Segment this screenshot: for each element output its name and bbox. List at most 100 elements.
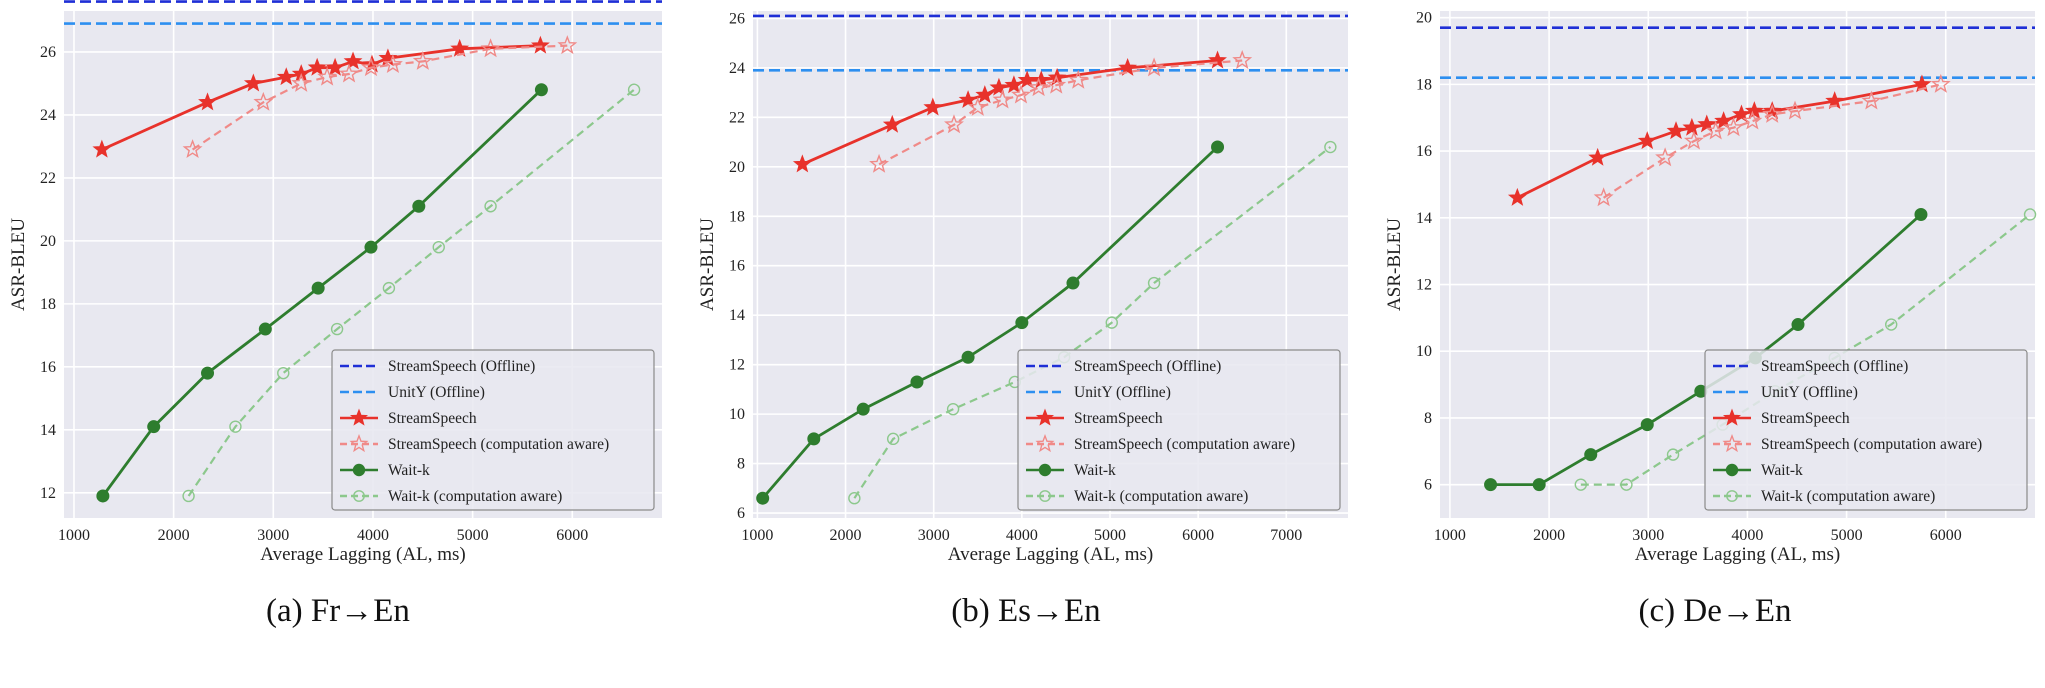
data-point [339,63,360,83]
data-point [886,432,900,446]
data-point [1208,50,1227,69]
legend-marker [1722,408,1742,426]
data-point [1930,73,1951,93]
legend-entry: Wait-k (computation aware) [1713,488,1935,505]
data-point [923,97,943,116]
legend-label: StreamSpeech (computation aware) [1761,436,1982,453]
data-point [182,489,195,503]
data-point [848,492,861,505]
legend-box [331,349,655,511]
legend-label: StreamSpeech (Offline) [1761,358,1908,375]
data-point [1144,57,1165,77]
legend-label: StreamSpeech (computation aware) [388,436,609,453]
data-point [1211,140,1225,154]
y-axis-label: ASR-BLEU [697,218,718,311]
y-tick-label: 26 [729,10,745,27]
data-point [756,491,770,505]
data-point [311,281,325,295]
series-4 [869,49,1253,173]
data-point [807,432,821,446]
y-tick-label: 10 [1416,343,1432,360]
x-axis-label: Average Lagging (AL, ms) [260,544,465,565]
data-point [1914,207,1928,221]
chart-panel-2: 1000 2000 3000 4000 5000 6000 7000 6 8 10 12 14 16 18… [697,10,1348,629]
legend-marker [349,408,369,426]
series-6 [848,140,1337,505]
data-point [276,67,296,86]
y-tick-label: 16 [40,359,56,376]
data-point [992,89,1013,109]
data-point [1732,104,1751,123]
data-point [1147,276,1161,290]
y-tick-label: 22 [729,109,745,126]
grid [64,11,662,518]
data-point [1655,147,1676,167]
legend-label: StreamSpeech (Offline) [388,358,535,375]
data-point [946,402,960,416]
data-point [1532,478,1546,492]
x-tick-label: 3000 [918,527,950,544]
y-tick-label: 14 [40,422,56,439]
data-point [317,66,338,86]
data-point [1723,117,1744,137]
y-tick-label: 20 [729,159,745,176]
x-tick-label: 2000 [830,527,862,544]
data-point [1028,77,1049,97]
data-point [1574,478,1588,491]
data-point [382,54,403,74]
legend-label: StreamSpeech [388,410,477,427]
y-tick-label: 16 [1416,143,1432,160]
x-tick-label: 6000 [1182,527,1214,544]
data-point [856,402,870,416]
data-point [432,240,445,254]
legend-entry: Wait-k [1713,462,1803,479]
legend-marker [1726,490,1738,502]
data-point [1046,74,1067,94]
data-point [1588,147,1608,166]
y-tick-label: 8 [1424,410,1432,427]
data-point [361,57,381,77]
data-point [1232,49,1253,69]
y-tick-label: 16 [729,258,745,275]
series-line [1490,213,1922,487]
legend-marker [1035,408,1055,426]
legend-marker [1038,463,1052,477]
data-point [330,322,344,336]
legend-entry: Wait-k [1026,462,1116,479]
legend-label: StreamSpeech (computation aware) [1074,436,1295,453]
data-point [1785,100,1805,120]
series-line [1603,83,1942,199]
series-line [187,88,635,497]
data-point [243,73,263,92]
legend-entry: StreamSpeech (Offline) [1026,358,1221,375]
data-point [792,154,812,173]
legend: StreamSpeech (Offline) UnitY (Offline) Str… [1704,349,2028,511]
data-point [967,96,988,116]
data-point [910,375,924,389]
y-tick-label: 14 [729,307,745,324]
data-point [1682,117,1702,136]
series-4 [182,35,578,159]
legend-entry: StreamSpeech (computation aware) [340,433,609,453]
data-point [92,139,112,158]
x-tick-label: 1000 [741,527,773,544]
data-point [958,90,978,109]
series-3 [792,50,1227,173]
legend-label: Wait-k [388,462,430,479]
data-point [1031,70,1051,89]
chart-panel-1: 1000 2000 3000 4000 5000 6000 12 14 16 18 20 22 24 26… [8,0,662,629]
legend-entry: StreamSpeech (computation aware) [1713,433,1982,453]
data-point [147,420,161,434]
data-point [201,366,215,380]
y-tick-label: 20 [40,233,56,250]
series-line [761,145,1219,500]
x-tick-label: 1000 [58,527,90,544]
data-point [412,199,426,213]
legend-entry: StreamSpeech [340,408,477,427]
data-point [1705,120,1726,140]
x-tick-label: 3000 [257,527,289,544]
data-point [1861,90,1882,110]
x-tick-label: 1000 [1434,527,1466,544]
x-tick-label: 2000 [1533,527,1565,544]
